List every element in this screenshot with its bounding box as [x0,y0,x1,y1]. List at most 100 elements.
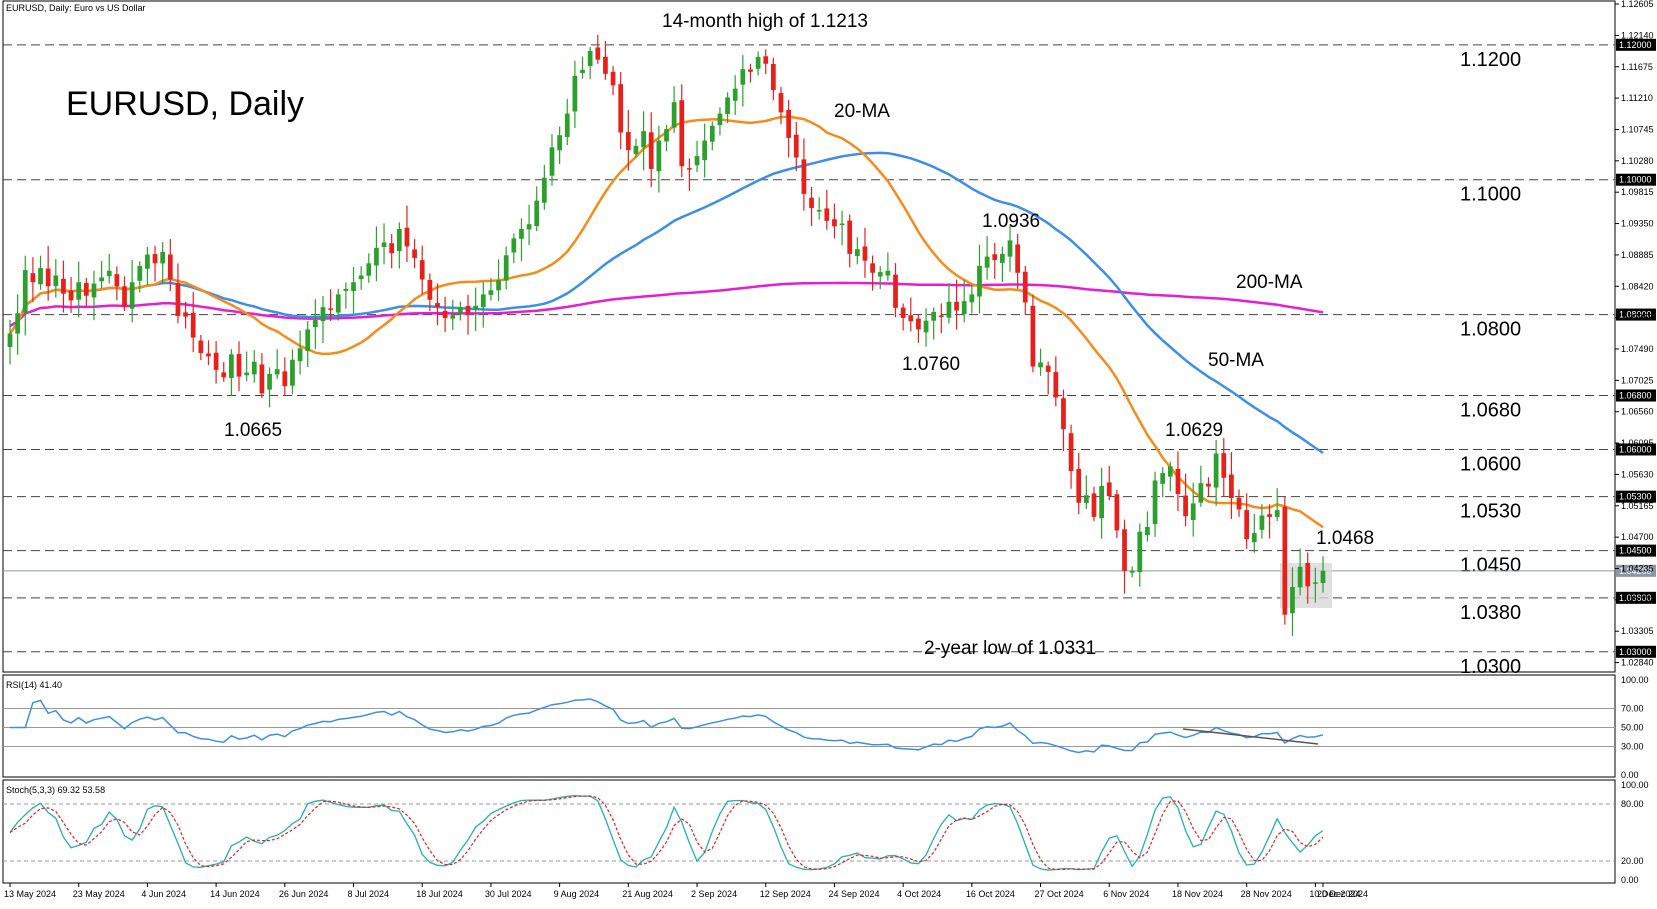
level-tag [1616,645,1656,658]
candle-body [206,353,211,357]
candle-body [1167,466,1173,477]
time-axis-label: 27 Oct 2024 [1035,889,1084,899]
time-axis-label: 30 Jul 2024 [485,889,532,899]
candle-body [473,305,479,310]
candle-body [1122,529,1127,571]
level-tag [1616,544,1656,557]
candle-body [969,294,975,303]
candle-body [152,254,158,264]
candle-body [549,147,555,176]
candle-body [1022,271,1028,303]
level-tag-label: 1.06000 [1619,444,1652,454]
level-label: 1.1200 [1460,49,1521,71]
candle-body [793,134,799,158]
candle-body [1213,453,1219,488]
candle-body [824,208,830,221]
ma-200-line [9,281,1324,328]
price-axis-label: 1.07955 [1621,313,1654,323]
annotation-1-0629: 1.0629 [1165,420,1223,441]
time-axis-label: 28 Nov 2024 [1241,889,1292,899]
price-axis-label: 1.09815 [1621,187,1654,197]
time-axis-label: 4 Jun 2024 [141,889,186,899]
candle-body [175,283,181,316]
candle-body [900,307,906,318]
candle-body [709,125,715,142]
candle-body [358,275,364,280]
candle-body [702,140,708,161]
candle-body [664,129,669,142]
candle-body [938,315,944,318]
candle-body [1129,570,1135,573]
candle-body [603,56,608,74]
candle-body [1152,480,1158,524]
level-tag [1616,308,1656,321]
candle-body [748,69,753,72]
candle-body [625,132,631,151]
candle-body [1030,305,1036,367]
candle-body [725,97,730,115]
level-label: 1.0380 [1460,602,1521,624]
candle-body [1312,582,1318,584]
candle-body [557,135,562,151]
candle-body [290,359,295,386]
candle-body [366,263,372,276]
rsi-axis-label: 30.00 [1621,742,1644,752]
candle-body [236,353,242,377]
rsi-axis-label: 100.00 [1621,675,1649,685]
candle-body [580,69,585,73]
candle-body [587,50,593,66]
stoch-title: Stoch(5,3,3) 69.32 53.58 [6,785,105,795]
candle-body [916,318,921,330]
candle-body [488,290,494,295]
level-label: 1.1000 [1460,184,1521,206]
level-label: 1.0600 [1460,453,1521,475]
price-axis-label: 1.03770 [1621,595,1654,605]
candle-body [992,254,998,260]
candle-body [267,373,272,390]
price-axis-label: 1.10745 [1621,124,1654,134]
candle-body [595,47,601,60]
ma-50-line [8,151,1324,455]
candlesticks [7,34,1326,636]
rsi-title: RSI(14) 41.40 [6,680,62,690]
price-axis-label: 1.11675 [1621,62,1653,72]
price-axis-label: 1.03305 [1621,626,1654,636]
candle-body [1320,570,1326,583]
candle-body [778,93,784,113]
candle-body [1145,527,1150,536]
stoch-axis-label: 80.00 [1621,799,1644,809]
price-axis-label: 1.06560 [1621,407,1654,417]
candle-body [1244,510,1250,540]
candle-body [732,88,738,101]
candle-body [1221,453,1227,478]
rsi-axis-label: 0.00 [1621,770,1639,780]
candle-body [30,273,36,283]
time-axis-label: 6 Nov 2024 [1103,889,1149,899]
candle-body [122,286,127,307]
candle-body [198,340,204,354]
candle-body [931,311,937,321]
price-axis-label: 1.11210 [1621,93,1653,103]
candle-body [633,145,639,154]
candle-body [1229,474,1234,499]
level-tag [1616,389,1656,402]
stoch-k-line [9,795,1324,871]
price-axis-label: 1.04700 [1621,532,1654,542]
candle-body [641,131,646,148]
moving-averages [8,115,1324,529]
candle-body [526,224,532,230]
candle-body [885,270,891,276]
candle-body [977,266,982,297]
level-tag [1616,591,1656,604]
chart-big-title: EURUSD, Daily [66,85,304,123]
candle-body [679,100,685,167]
price-axis: 1.12605 1.12140 1.11675 1.11210 1.10745 1.102… [1615,0,1654,668]
candle-body [519,228,524,239]
candle-body [877,272,883,277]
candle-body [160,251,166,264]
price-axis-label: 1.06095 [1621,438,1654,448]
stoch-axis-label: 0.00 [1621,875,1639,885]
candle-body [946,301,952,318]
candle-body [854,249,860,257]
candle-body [389,243,395,254]
